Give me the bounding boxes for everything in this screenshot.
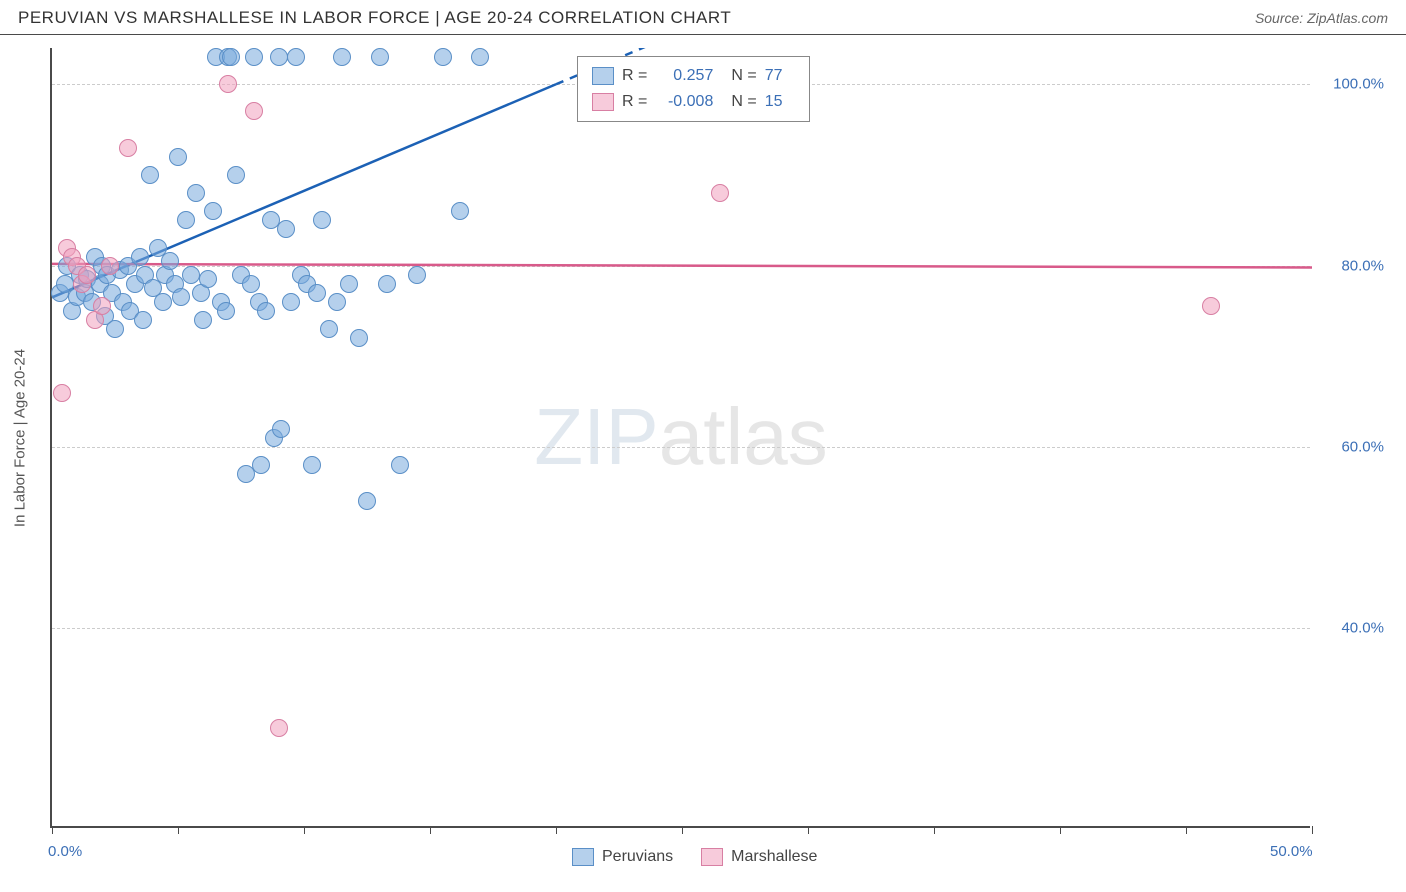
correlation-legend: R = 0.257 N = 77 R = -0.008 N = 15	[577, 56, 810, 122]
x-tick	[178, 826, 179, 834]
data-point	[408, 266, 426, 284]
x-tick	[52, 826, 53, 834]
data-point	[287, 48, 305, 66]
legend-label: Peruvians	[602, 848, 673, 866]
data-point	[177, 211, 195, 229]
data-point	[245, 102, 263, 120]
data-point	[391, 456, 409, 474]
data-point	[282, 293, 300, 311]
data-point	[277, 220, 295, 238]
legend-row: R = 0.257 N = 77	[592, 63, 795, 89]
data-point	[252, 456, 270, 474]
data-point	[78, 266, 96, 284]
y-tick-label: 80.0%	[1341, 257, 1384, 274]
data-point	[204, 202, 222, 220]
chart-area: In Labor Force | Age 20-24 ZIPatlas 40.0…	[50, 48, 1386, 828]
data-point	[245, 48, 263, 66]
x-tick	[1312, 826, 1313, 834]
data-point	[93, 297, 111, 315]
data-point	[328, 293, 346, 311]
gridline-h	[52, 447, 1310, 448]
data-point	[119, 139, 137, 157]
data-point	[1202, 297, 1220, 315]
data-point	[303, 456, 321, 474]
stat-n-label: N =	[731, 89, 756, 115]
x-tick-label: 0.0%	[48, 843, 82, 860]
data-point	[270, 719, 288, 737]
x-tick	[682, 826, 683, 834]
legend-item: Peruvians	[572, 848, 673, 866]
data-point	[187, 184, 205, 202]
stat-r-label: R =	[622, 89, 647, 115]
legend-swatch	[592, 67, 614, 85]
chart-header: PERUVIAN VS MARSHALLESE IN LABOR FORCE |…	[0, 0, 1406, 35]
x-tick	[304, 826, 305, 834]
chart-source: Source: ZipAtlas.com	[1255, 10, 1388, 26]
y-tick-label: 40.0%	[1341, 620, 1384, 637]
watermark: ZIPatlas	[534, 391, 827, 483]
data-point	[471, 48, 489, 66]
data-point	[199, 270, 217, 288]
legend-item: Marshallese	[701, 848, 817, 866]
data-point	[141, 166, 159, 184]
data-point	[308, 284, 326, 302]
legend-swatch	[701, 848, 723, 866]
data-point	[272, 420, 290, 438]
data-point	[333, 48, 351, 66]
data-point	[320, 320, 338, 338]
data-point	[371, 48, 389, 66]
legend-swatch	[572, 848, 594, 866]
trendlines-layer	[52, 48, 1312, 828]
x-tick	[1060, 826, 1061, 834]
data-point	[134, 311, 152, 329]
data-point	[172, 288, 190, 306]
data-point	[227, 166, 245, 184]
stat-r-value: -0.008	[655, 89, 713, 115]
y-tick-label: 100.0%	[1333, 76, 1384, 93]
data-point	[161, 252, 179, 270]
data-point	[169, 148, 187, 166]
data-point	[711, 184, 729, 202]
x-tick	[934, 826, 935, 834]
data-point	[358, 492, 376, 510]
data-point	[378, 275, 396, 293]
stat-n-value: 15	[765, 89, 795, 115]
legend-row: R = -0.008 N = 15	[592, 89, 795, 115]
scatter-plot: ZIPatlas 40.0%60.0%80.0%100.0%0.0%50.0%R…	[50, 48, 1310, 828]
stat-r-label: R =	[622, 63, 647, 89]
x-tick-label: 50.0%	[1270, 843, 1313, 860]
y-tick-label: 60.0%	[1341, 439, 1384, 456]
data-point	[313, 211, 331, 229]
data-point	[53, 384, 71, 402]
x-tick	[430, 826, 431, 834]
data-point	[106, 320, 124, 338]
data-point	[219, 75, 237, 93]
x-tick	[1186, 826, 1187, 834]
data-point	[270, 48, 288, 66]
gridline-h	[52, 628, 1310, 629]
data-point	[257, 302, 275, 320]
legend-swatch	[592, 93, 614, 111]
data-point	[434, 48, 452, 66]
series-legend: Peruvians Marshallese	[572, 848, 817, 866]
legend-label: Marshallese	[731, 848, 817, 866]
stat-r-value: 0.257	[655, 63, 713, 89]
data-point	[131, 248, 149, 266]
data-point	[182, 266, 200, 284]
data-point	[242, 275, 260, 293]
x-tick	[556, 826, 557, 834]
data-point	[451, 202, 469, 220]
data-point	[194, 311, 212, 329]
data-point	[101, 257, 119, 275]
x-tick	[808, 826, 809, 834]
data-point	[340, 275, 358, 293]
data-point	[154, 293, 172, 311]
stat-n-label: N =	[731, 63, 756, 89]
data-point	[350, 329, 368, 347]
y-axis-label: In Labor Force | Age 20-24	[12, 349, 29, 527]
chart-title: PERUVIAN VS MARSHALLESE IN LABOR FORCE |…	[18, 8, 731, 28]
data-point	[222, 48, 240, 66]
data-point	[217, 302, 235, 320]
stat-n-value: 77	[765, 63, 795, 89]
